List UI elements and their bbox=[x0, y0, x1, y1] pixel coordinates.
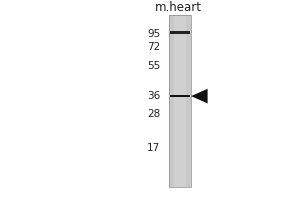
Text: 55: 55 bbox=[147, 61, 161, 71]
Text: 95: 95 bbox=[147, 29, 161, 39]
FancyBboxPatch shape bbox=[169, 15, 190, 187]
Text: 28: 28 bbox=[147, 109, 161, 119]
Text: 72: 72 bbox=[147, 42, 161, 52]
FancyBboxPatch shape bbox=[174, 15, 186, 187]
Text: 17: 17 bbox=[147, 143, 161, 153]
Text: m.heart: m.heart bbox=[155, 1, 202, 14]
Text: 36: 36 bbox=[147, 91, 161, 101]
Polygon shape bbox=[191, 89, 208, 103]
FancyBboxPatch shape bbox=[170, 95, 190, 97]
FancyBboxPatch shape bbox=[170, 31, 190, 34]
